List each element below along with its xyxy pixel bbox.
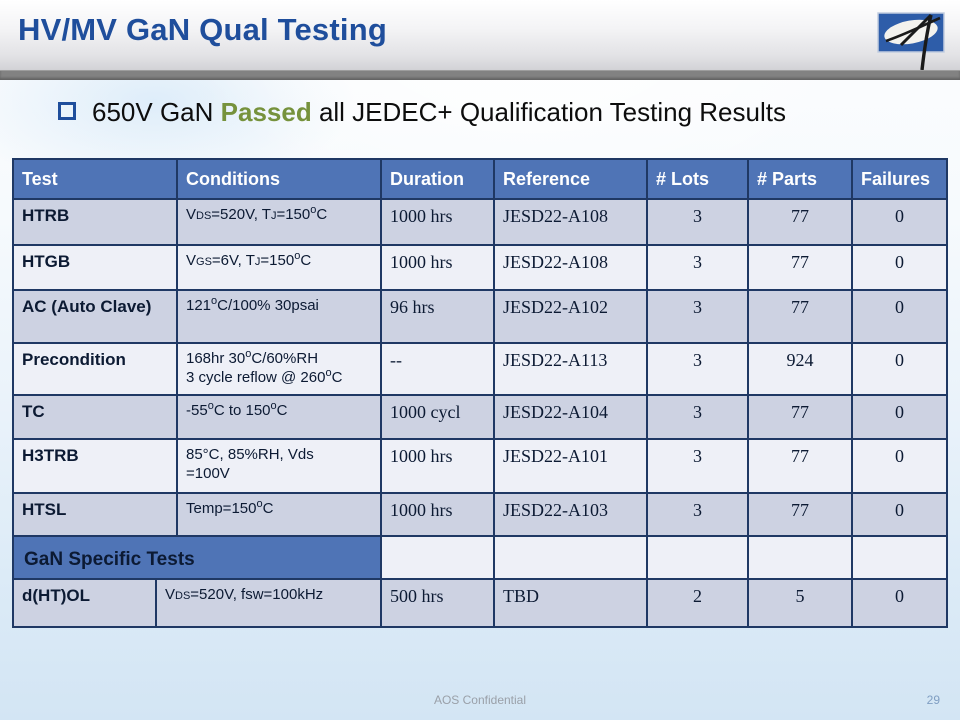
cell-duration: 96 hrs (380, 289, 495, 344)
cell-failures: 0 (851, 438, 948, 494)
cell-test: TC (12, 394, 178, 440)
cell-failures: 0 (851, 244, 948, 291)
cell-duration: 1000 hrs (380, 438, 495, 494)
cell-test: AC (Auto Clave) (12, 289, 178, 344)
column-header-test: Test (12, 158, 178, 200)
cell-parts: 77 (747, 244, 853, 291)
cell-failures: 0 (851, 289, 948, 344)
column-header-lots: # Lots (646, 158, 749, 200)
cell-conditions: 168hr 30oC/60%RH 3 cycle reflow @ 260oC (176, 342, 382, 396)
column-header-failures: Failures (851, 158, 948, 200)
table-row-tc: TC -55oC to 150oC 1000 cycl JESD22-A104 … (12, 394, 948, 440)
cell-reference: JESD22-A108 (493, 198, 648, 246)
empty-cell (851, 535, 948, 580)
cell-parts: 924 (747, 342, 853, 396)
table-header-row: Test Conditions Duration Reference # Lot… (12, 158, 948, 200)
empty-cell (380, 535, 495, 580)
cell-reference: JESD22-A102 (493, 289, 648, 344)
cell-duration: 1000 hrs (380, 198, 495, 246)
cell-reference: JESD22-A103 (493, 492, 648, 541)
cell-failures: 0 (851, 198, 948, 246)
cell-reference: JESD22-A113 (493, 342, 648, 396)
gan-specific-table: GaN Specific Tests d(HT)OL VDS=520V, fsw… (12, 535, 948, 628)
cell-failures: 0 (851, 578, 948, 628)
table-row-h3trb: H3TRB 85°C, 85%RH, Vds =100V 1000 hrs JES… (12, 438, 948, 494)
cell-lots: 3 (646, 492, 749, 541)
page-title: HV/MV GaN Qual Testing (18, 12, 387, 47)
cell-failures: 0 (851, 394, 948, 440)
cell-parts: 77 (747, 492, 853, 541)
cell-failures: 0 (851, 342, 948, 396)
table-row-htrb: HTRB VDS=520V, TJ=150oC 1000 hrs JESD22-… (12, 198, 948, 246)
cell-lots: 3 (646, 244, 749, 291)
cell-conditions: Temp=150oC (176, 492, 382, 541)
cell-duration: 1000 hrs (380, 492, 495, 541)
title-band: HV/MV GaN Qual Testing (0, 0, 960, 71)
table-row-htgb: HTGB VGS=6V, TJ=150oC 1000 hrs JESD22-A1… (12, 244, 948, 291)
cell-conditions: -55oC to 150oC (176, 394, 382, 440)
table-row-htsl: HTSL Temp=150oC 1000 hrs JESD22-A103 3 7… (12, 492, 948, 541)
cell-conditions: 121oC/100% 30psai (176, 289, 382, 344)
cell-parts: 77 (747, 198, 853, 246)
cell-reference: JESD22-A104 (493, 394, 648, 440)
headline-prefix: 650V GaN (92, 97, 221, 127)
cell-conditions: 85°C, 85%RH, Vds =100V (176, 438, 382, 494)
cell-test: d(HT)OL (12, 578, 157, 628)
cell-duration: -- (380, 342, 495, 396)
cell-duration: 1000 cycl (380, 394, 495, 440)
table-row-dhtol: d(HT)OL VDS=520V, fsw=100kHz 500 hrs TBD… (12, 578, 948, 628)
aos-logo-icon (877, 12, 945, 71)
cell-test: HTSL (12, 492, 178, 541)
cell-conditions: VDS=520V, TJ=150oC (176, 198, 382, 246)
cell-reference: JESD22-A101 (493, 438, 648, 494)
confidential-label: AOS Confidential (433, 693, 527, 707)
headline-passed: Passed (220, 97, 312, 127)
empty-cell (493, 535, 648, 580)
cell-reference: TBD (493, 578, 648, 628)
column-header-conditions: Conditions (176, 158, 382, 200)
cell-lots: 3 (646, 394, 749, 440)
cell-duration: 500 hrs (380, 578, 495, 628)
table-row-precondition: Precondition 168hr 30oC/60%RH 3 cycle ref… (12, 342, 948, 396)
cell-reference: JESD22-A108 (493, 244, 648, 291)
empty-cell (646, 535, 749, 580)
cell-failures: 0 (851, 492, 948, 541)
cell-parts: 5 (747, 578, 853, 628)
cell-duration: 1000 hrs (380, 244, 495, 291)
cell-lots: 2 (646, 578, 749, 628)
cell-test: H3TRB (12, 438, 178, 494)
column-header-duration: Duration (380, 158, 495, 200)
section-header-label: GaN Specific Tests (12, 535, 382, 580)
section-header-row: GaN Specific Tests (12, 535, 948, 580)
cell-test: HTGB (12, 244, 178, 291)
qual-results-table: Test Conditions Duration Reference # Lot… (12, 158, 948, 541)
page-number: 29 (926, 693, 940, 707)
bullet-square-icon (58, 102, 76, 120)
cell-parts: 77 (747, 289, 853, 344)
table-row-ac: AC (Auto Clave) 121oC/100% 30psai 96 hrs… (12, 289, 948, 344)
column-header-parts: # Parts (747, 158, 853, 200)
cell-parts: 77 (747, 438, 853, 494)
column-header-reference: Reference (493, 158, 648, 200)
cell-conditions: VDS=520V, fsw=100kHz (155, 578, 382, 628)
empty-cell (747, 535, 853, 580)
cell-test: Precondition (12, 342, 178, 396)
cell-lots: 3 (646, 289, 749, 344)
cell-lots: 3 (646, 198, 749, 246)
cell-lots: 3 (646, 438, 749, 494)
headline-suffix: all JEDEC+ Qualification Testing Results (311, 97, 786, 127)
cell-conditions: VGS=6V, TJ=150oC (176, 244, 382, 291)
cell-parts: 77 (747, 394, 853, 440)
cell-lots: 3 (646, 342, 749, 396)
divider-bar (0, 70, 960, 80)
cell-test: HTRB (12, 198, 178, 246)
headline: 650V GaN Passed all JEDEC+ Qualification… (58, 97, 786, 128)
